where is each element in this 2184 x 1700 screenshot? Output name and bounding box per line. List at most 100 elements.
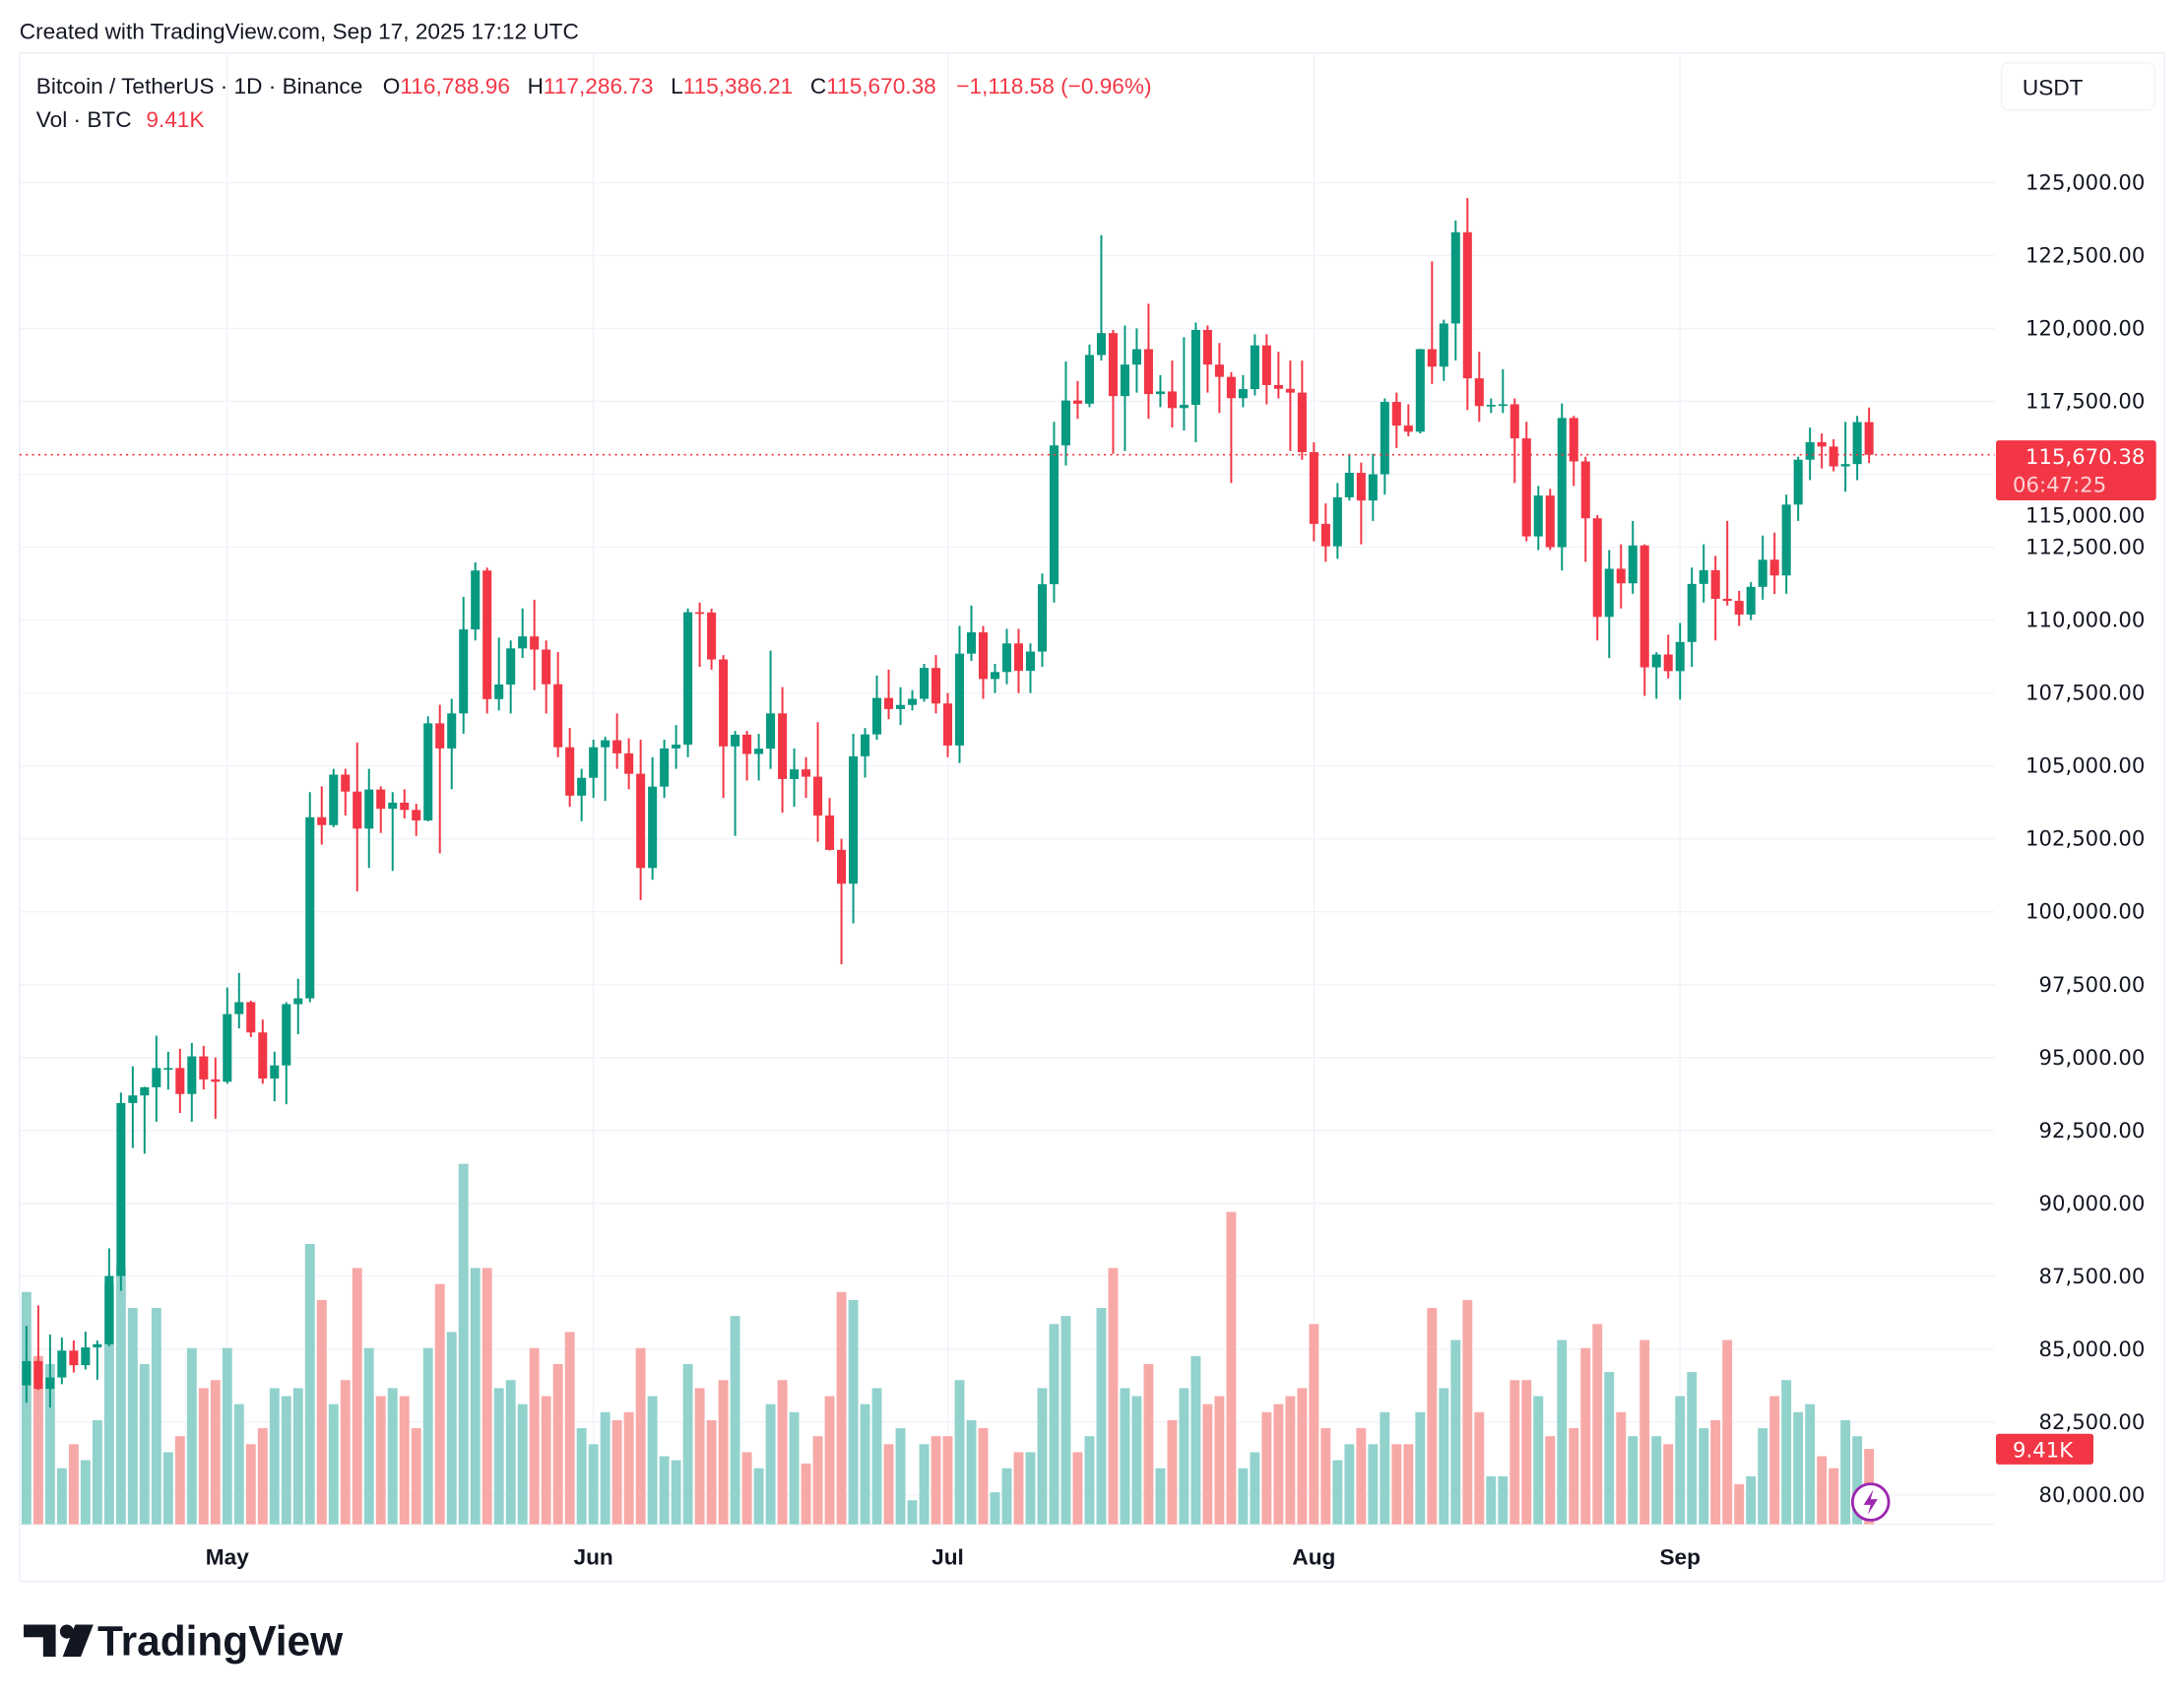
candle	[494, 637, 504, 711]
volume-bar	[1710, 1419, 1721, 1525]
candle-body	[919, 668, 930, 699]
volume-bar	[1403, 1444, 1414, 1525]
candle	[1592, 514, 1602, 641]
candle-body	[494, 685, 504, 699]
tradingview-logo[interactable]: TradingView	[24, 1618, 344, 1665]
candle-body	[954, 653, 965, 746]
candle	[790, 748, 800, 808]
candle	[1498, 368, 1508, 414]
candle	[1864, 407, 1874, 464]
candle-body	[400, 802, 410, 811]
candle	[1450, 220, 1460, 361]
candle-body	[990, 672, 1000, 680]
lightning-icon[interactable]	[1850, 1482, 1891, 1522]
volume-bar	[399, 1396, 410, 1525]
volume-bar	[824, 1396, 835, 1525]
volume-bar	[292, 1388, 303, 1525]
volume-bar	[198, 1388, 209, 1525]
volume-bar	[80, 1460, 91, 1525]
price-tick-label: 90,000.00	[2038, 1192, 2145, 1216]
candle-body	[81, 1347, 91, 1366]
candle-body	[978, 632, 989, 680]
volume-bar	[1013, 1452, 1024, 1525]
candle-body	[1037, 584, 1047, 652]
candle-body	[423, 723, 433, 820]
price-tick-label: 117,500.00	[2025, 390, 2145, 415]
price-tick-label: 97,500.00	[2038, 973, 2145, 998]
candle	[1155, 374, 1165, 408]
candle	[1190, 322, 1200, 442]
candle	[1037, 573, 1047, 667]
tradingview-logo-icon	[24, 1624, 94, 1658]
volume-bar	[1072, 1452, 1083, 1525]
candle	[412, 804, 421, 836]
candle	[942, 692, 953, 757]
candle-body	[601, 740, 610, 748]
candle-body	[258, 1032, 268, 1079]
candle	[636, 739, 646, 900]
candle-body	[931, 668, 941, 704]
open-value: 116,788.96	[400, 74, 510, 98]
candle	[187, 1042, 197, 1122]
volume-bar	[446, 1332, 457, 1525]
price-axis[interactable]: 125,000.00 122,500.00 120,000.00 117,500.00…	[2025, 171, 2145, 1508]
candle-body	[1238, 389, 1248, 399]
candle-body	[1261, 345, 1271, 385]
volume-bar	[1533, 1396, 1544, 1525]
candle	[1628, 520, 1638, 594]
volume-bar	[245, 1444, 256, 1525]
candle-body	[1758, 559, 1767, 587]
candle	[825, 798, 835, 851]
candle-body	[471, 570, 481, 630]
candle-body	[1226, 376, 1236, 399]
candle	[1569, 416, 1578, 487]
volume-bar	[564, 1332, 575, 1525]
price-tick-label: 80,000.00	[2038, 1483, 2145, 1508]
candle-body	[1486, 405, 1496, 407]
candle	[1120, 325, 1129, 451]
candle	[1214, 343, 1224, 414]
candle	[624, 738, 634, 790]
candle	[1462, 198, 1472, 411]
candle-body	[1710, 569, 1720, 599]
candle-body	[1368, 474, 1378, 501]
volume-bar	[222, 1347, 232, 1525]
candle-body	[1781, 504, 1791, 576]
candle	[305, 792, 315, 1003]
volume-bar	[600, 1411, 610, 1525]
candle	[81, 1332, 91, 1370]
candle	[1320, 503, 1330, 562]
volume-bar	[1415, 1411, 1426, 1525]
volume-bar	[1131, 1396, 1142, 1525]
candle-body	[104, 1275, 114, 1344]
candle-body	[1320, 523, 1330, 547]
last-volume-value: 9.41K	[2013, 1439, 2074, 1464]
price-tick-label: 112,500.00	[2025, 536, 2145, 560]
time-tick-label: Sep	[1659, 1545, 1701, 1570]
candle-body	[837, 849, 847, 884]
candle-body	[1616, 568, 1626, 584]
open-label: O	[383, 74, 401, 98]
candle	[1309, 441, 1318, 542]
candle-body	[482, 570, 492, 699]
candle-body	[1734, 601, 1744, 615]
volume-bar	[1285, 1396, 1296, 1525]
candle-body	[565, 747, 575, 796]
volume-bar	[186, 1347, 197, 1525]
candle	[45, 1334, 55, 1408]
volume-bar	[942, 1436, 953, 1525]
candle-body	[187, 1056, 197, 1094]
candle	[530, 599, 540, 690]
currency-button[interactable]: USDT	[2000, 62, 2156, 111]
volume-bar	[1722, 1340, 1733, 1525]
candle-body	[1604, 568, 1614, 618]
volume-bar	[895, 1428, 906, 1525]
volume-bar	[1060, 1316, 1071, 1525]
time-axis[interactable]: May Jun Jul Aug Sep	[206, 1545, 1701, 1570]
candle-body	[742, 734, 752, 754]
volume-bar	[647, 1396, 658, 1525]
volume-bar	[871, 1388, 882, 1525]
candle	[1746, 582, 1756, 621]
candle-body	[412, 810, 421, 820]
